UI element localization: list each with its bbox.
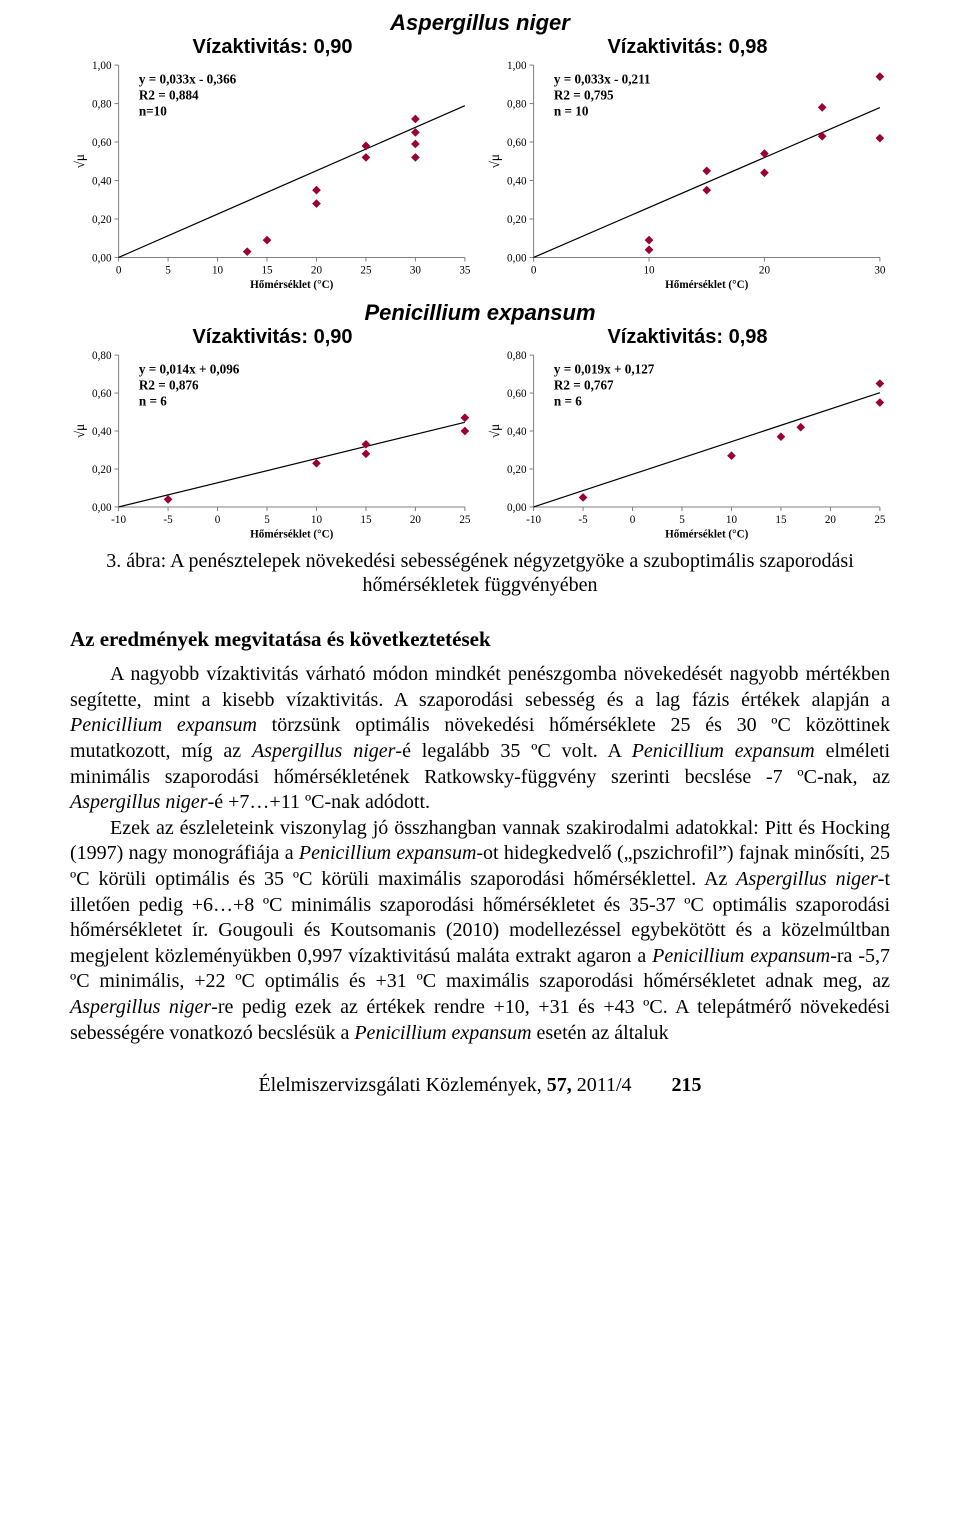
- svg-text:10: 10: [212, 265, 224, 277]
- svg-text:-10: -10: [111, 514, 126, 526]
- section-heading: Az eredmények megvitatása és következtet…: [70, 627, 890, 652]
- svg-text:0,00: 0,00: [507, 253, 527, 265]
- figure-caption: 3. ábra: A penésztelepek növekedési sebe…: [100, 549, 860, 597]
- svg-text:0,00: 0,00: [92, 502, 112, 514]
- svg-text:20: 20: [410, 514, 422, 526]
- chart-cell-a: Vízaktivitás: 0,90 0,00 0,20 0,40 0,60 0,80 1…: [70, 36, 475, 292]
- svg-text:√μ: √μ: [487, 154, 502, 168]
- svg-text:35: 35: [459, 265, 471, 277]
- chart-row-aspergillus: Vízaktivitás: 0,90 0,00 0,20 0,40 0,60 0,80 1…: [70, 36, 890, 292]
- caption-label: 3. ábra:: [106, 550, 166, 572]
- svg-text:10: 10: [643, 265, 655, 277]
- svg-text:20: 20: [825, 514, 837, 526]
- para-2: Ezek az észleleteink viszonylag jó összh…: [70, 816, 890, 1046]
- svg-text:R2 = 0,795: R2 = 0,795: [554, 88, 614, 103]
- svg-text:Hőmérséklet (°C): Hőmérséklet (°C): [250, 279, 334, 291]
- chart-c: 0,00 0,20 0,40 0,60 0,80 -10 -5 0 5 10 15 20 25 Hőmér…: [70, 349, 475, 541]
- svg-text:y = 0,033x - 0,366: y = 0,033x - 0,366: [139, 71, 237, 86]
- svg-text:-5: -5: [163, 514, 173, 526]
- svg-text:R2 = 0,767: R2 = 0,767: [554, 377, 614, 392]
- svg-text:0,00: 0,00: [507, 502, 527, 514]
- chart-row-penicillium: Vízaktivitás: 0,90 0,00 0,20 0,40 0,60 0,80 -…: [70, 326, 890, 541]
- svg-text:0,20: 0,20: [92, 214, 112, 226]
- svg-text:n = 6: n = 6: [554, 394, 582, 409]
- svg-text:25: 25: [874, 514, 886, 526]
- svg-text:15: 15: [261, 265, 273, 277]
- para-1: A nagyobb vízaktivitás várható módon min…: [70, 662, 890, 816]
- svg-text:0: 0: [215, 514, 221, 526]
- footer-journal: Élelmiszervizsgálati Közlemények,: [258, 1074, 541, 1096]
- species-title-1: Aspergillus niger: [70, 10, 890, 36]
- svg-text:25: 25: [459, 514, 471, 526]
- svg-text:y = 0,014x + 0,096: y = 0,014x + 0,096: [139, 361, 240, 376]
- svg-text:15: 15: [775, 514, 787, 526]
- chart-cell-d: Vízaktivitás: 0,98 0,00 0,20 0,40 0,60 0,80 -…: [485, 326, 890, 541]
- aw-label-b: Vízaktivitás: 0,98: [485, 36, 890, 59]
- svg-text:n=10: n=10: [139, 104, 167, 119]
- svg-text:5: 5: [264, 514, 270, 526]
- svg-text:15: 15: [360, 514, 372, 526]
- svg-text:R2 = 0,884: R2 = 0,884: [139, 88, 199, 103]
- svg-text:-5: -5: [578, 514, 588, 526]
- svg-text:y = 0,019x + 0,127: y = 0,019x + 0,127: [554, 361, 655, 376]
- svg-text:√μ: √μ: [72, 154, 87, 168]
- svg-text:0: 0: [531, 265, 537, 277]
- chart-cell-b: Vízaktivitás: 0,98 0,00 0,20 0,40 0,60 0,80 1…: [485, 36, 890, 292]
- svg-text:0,00: 0,00: [92, 253, 112, 265]
- aw-label-d: Vízaktivitás: 0,98: [485, 326, 890, 349]
- svg-text:0,20: 0,20: [507, 464, 527, 476]
- svg-text:30: 30: [410, 265, 422, 277]
- svg-text:0,40: 0,40: [507, 176, 527, 188]
- chart-cell-c: Vízaktivitás: 0,90 0,00 0,20 0,40 0,60 0,80 -…: [70, 326, 475, 541]
- svg-text:20: 20: [759, 265, 771, 277]
- chart-b: 0,00 0,20 0,40 0,60 0,80 1,00 0 10 20 30 Hőmérsékl…: [485, 59, 890, 292]
- aw-label-c: Vízaktivitás: 0,90: [70, 326, 475, 349]
- svg-text:0,60: 0,60: [507, 388, 527, 400]
- svg-text:Hőmérséklet (°C): Hőmérséklet (°C): [665, 528, 749, 540]
- aw-label-a: Vízaktivitás: 0,90: [70, 36, 475, 59]
- svg-text:-10: -10: [526, 514, 541, 526]
- svg-text:0,40: 0,40: [92, 176, 112, 188]
- svg-text:25: 25: [360, 265, 372, 277]
- svg-text:20: 20: [311, 265, 323, 277]
- caption-text: A penésztelepek növekedési sebességének …: [170, 550, 854, 596]
- svg-text:5: 5: [679, 514, 685, 526]
- footer-issue: 2011/4: [577, 1074, 632, 1096]
- svg-text:0,60: 0,60: [507, 137, 527, 149]
- svg-text:0,20: 0,20: [507, 214, 527, 226]
- svg-text:n = 10: n = 10: [554, 104, 589, 119]
- chart-a: 0,00 0,20 0,40 0,60 0,80 1,00 0 5 10 15 20 25 30 35 Hő…: [70, 59, 475, 292]
- svg-text:1,00: 1,00: [507, 60, 527, 72]
- page-footer: Élelmiszervizsgálati Közlemények, 57, 20…: [70, 1074, 890, 1097]
- svg-text:30: 30: [874, 265, 886, 277]
- svg-text:n = 6: n = 6: [139, 394, 167, 409]
- svg-text:0,40: 0,40: [507, 426, 527, 438]
- species-title-2: Penicillium expansum: [70, 300, 890, 326]
- svg-text:0: 0: [116, 265, 122, 277]
- svg-text:y = 0,033x - 0,211: y = 0,033x - 0,211: [554, 71, 651, 86]
- svg-text:1,00: 1,00: [92, 60, 112, 72]
- svg-text:0,80: 0,80: [92, 350, 112, 362]
- chart-d: 0,00 0,20 0,40 0,60 0,80 -10 -5 0 5 10 15 20 25 Hőmér…: [485, 349, 890, 541]
- svg-text:0,40: 0,40: [92, 426, 112, 438]
- svg-text:0,80: 0,80: [507, 99, 527, 111]
- svg-text:√μ: √μ: [72, 424, 87, 438]
- svg-text:0,80: 0,80: [92, 99, 112, 111]
- footer-page: 215: [672, 1074, 702, 1096]
- svg-text:√μ: √μ: [487, 424, 502, 438]
- body-text: A nagyobb vízaktivitás várható módon min…: [70, 662, 890, 1046]
- svg-text:0,80: 0,80: [507, 350, 527, 362]
- svg-text:0,60: 0,60: [92, 388, 112, 400]
- svg-text:Hőmérséklet (°C): Hőmérséklet (°C): [250, 528, 334, 540]
- footer-vol: 57,: [547, 1074, 572, 1096]
- svg-text:5: 5: [165, 265, 171, 277]
- svg-text:R2 = 0,876: R2 = 0,876: [139, 377, 199, 392]
- svg-text:0,20: 0,20: [92, 464, 112, 476]
- svg-text:Hőmérséklet (°C): Hőmérséklet (°C): [665, 279, 749, 291]
- svg-text:0: 0: [630, 514, 636, 526]
- svg-text:10: 10: [726, 514, 738, 526]
- svg-text:0,60: 0,60: [92, 137, 112, 149]
- svg-text:10: 10: [311, 514, 323, 526]
